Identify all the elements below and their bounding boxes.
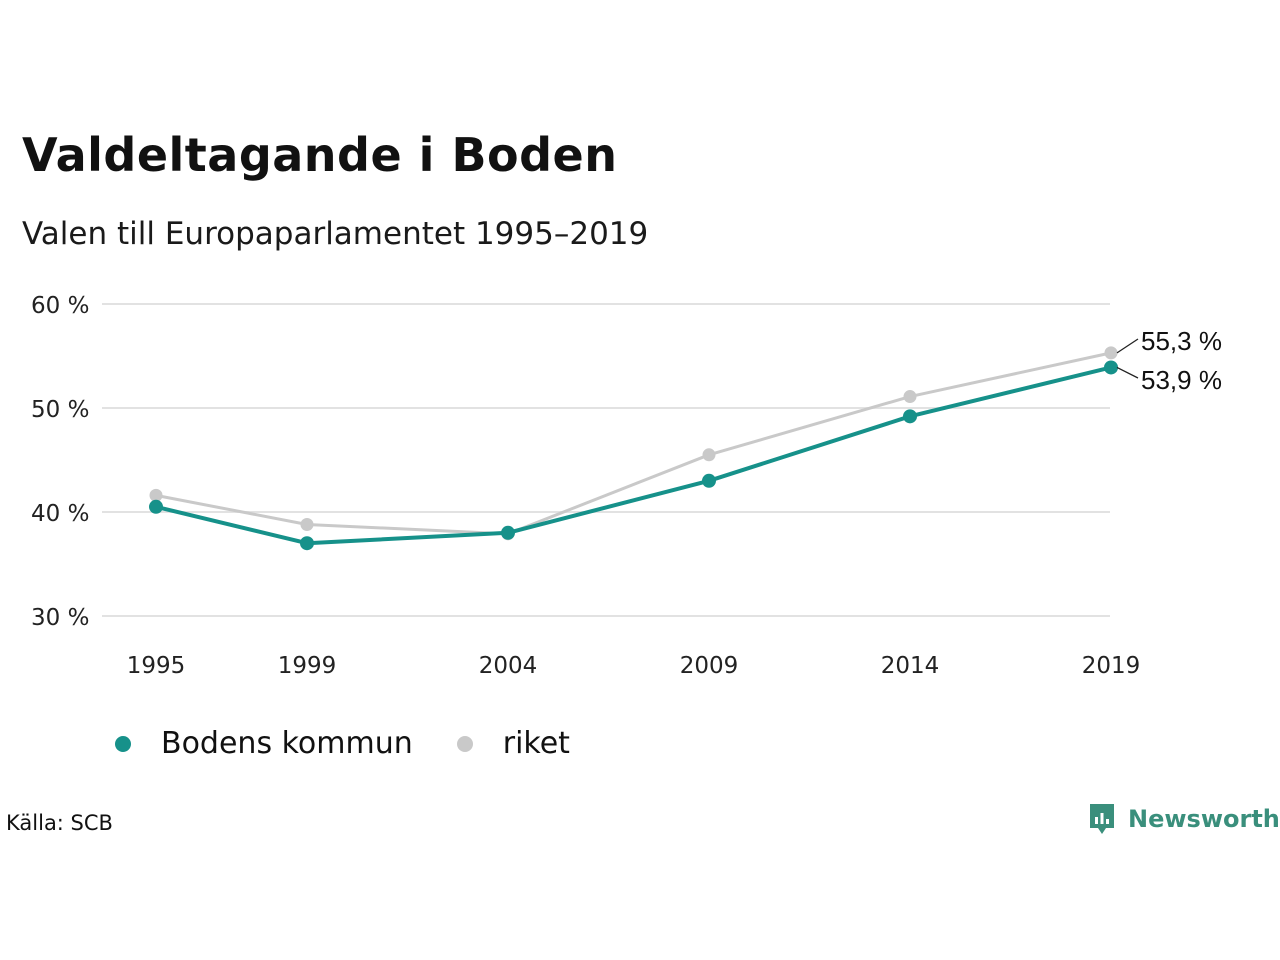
x-tick-label: 2009 [680,653,739,679]
source-note: Källa: SCB [6,811,113,835]
y-tick-label: 50 % [31,397,89,423]
data-point-bodens-kommun [300,536,314,551]
x-tick-label: 2019 [1082,653,1141,679]
legend-label-riket: riket [502,726,570,761]
x-tick-label: 2014 [881,653,940,679]
x-tick-label: 2004 [479,653,538,679]
annotation-leader-line [1116,338,1139,354]
legend-item-riket: riket [456,726,570,761]
newsworthy-logo-icon [1090,804,1114,834]
series-line-bodens-kommun [155,365,1112,546]
y-tick-label: 30 % [31,605,89,631]
data-point-riket [149,488,163,502]
legend: Bodens kommun riket [115,726,614,761]
data-point-riket [300,517,314,531]
x-tick-label: 1999 [278,653,337,679]
legend-marker-bodens-kommun [115,735,131,752]
chart-subtitle: Valen till Europaparlamentet 1995–2019 [22,216,649,252]
legend-item-bodens-kommun: Bodens kommun [115,726,413,761]
y-tick-label: 40 % [31,501,89,527]
data-point-riket [1104,346,1118,360]
legend-label-bodens-kommun: Bodens kommun [161,726,413,761]
data-point-bodens-kommun [702,473,716,488]
data-point-bodens-kommun [149,499,163,514]
chart-title: Valdeltagande i Boden [22,128,618,182]
data-point-bodens-kommun [501,525,515,540]
data-label-annotation: 53,9 % [1141,365,1222,395]
data-point-bodens-kommun [903,409,917,424]
x-tick-label: 1995 [127,653,186,679]
brand-logo: Newsworthy [1088,802,1280,836]
y-tick-label: 60 % [31,293,89,319]
data-point-bodens-kommun [1104,360,1118,375]
data-label-annotation: 55,3 % [1141,326,1222,356]
data-point-riket [903,390,917,404]
series-line-riket [155,351,1112,536]
data-point-riket [702,448,716,462]
brand-name: Newsworthy [1128,805,1280,833]
legend-marker-riket [456,735,473,752]
annotation-leader-line [1116,366,1139,379]
line-chart: 30 % 40 % 50 % 60 % 1995 1999 2004 2009 2014 2019… [31,293,1222,679]
